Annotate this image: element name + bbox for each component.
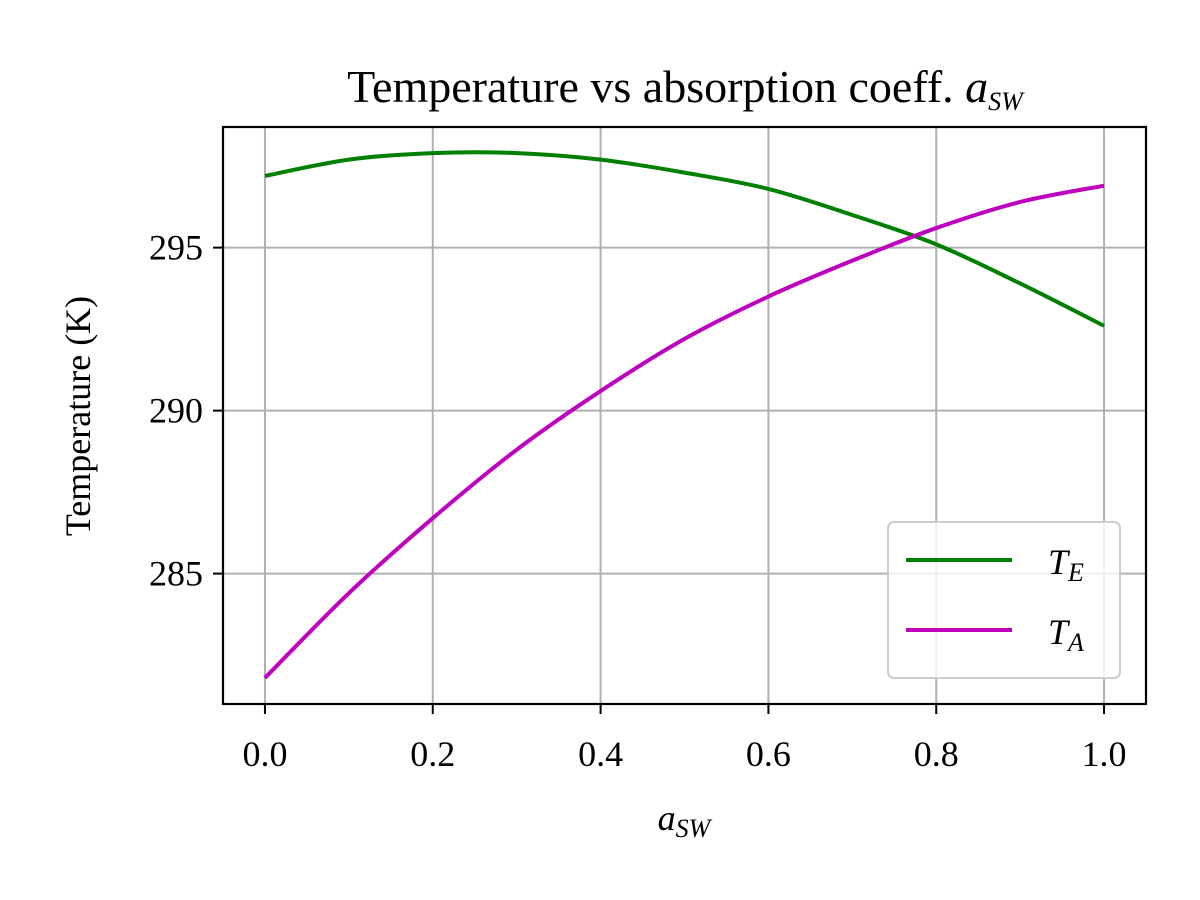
series-line-t-e [264,150,1105,328]
y-tick-label: 290 [149,391,203,431]
series-line-t-a [263,183,1105,680]
legend-label-ta: TA [1048,612,1084,657]
legend-label-te: TE [1048,542,1084,587]
x-axis-label: aSW [658,798,713,843]
legend: TE TA [887,521,1121,679]
y-tick-label: 295 [149,228,203,268]
x-tick-label: 0.8 [914,734,959,774]
gridlines [223,127,1146,704]
y-tick-label: 285 [149,554,203,594]
x-axis-ticks: 0.0 0.2 0.4 0.6 0.8 1.0 [242,704,1127,774]
legend-box [887,521,1121,679]
plot-frame [221,125,1148,706]
y-axis-label: Temperature (K) [58,296,98,536]
x-tick-label: 0.2 [410,734,455,774]
x-tick-label: 0.0 [242,734,287,774]
x-tick-label: 0.6 [746,734,791,774]
x-tick-label: 0.4 [578,734,623,774]
chart-title: Temperature vs absorption coeff. aSW [347,61,1025,116]
y-axis-ticks: 285 290 295 [149,228,223,594]
series-layer [263,150,1105,680]
x-tick-label: 1.0 [1082,734,1127,774]
